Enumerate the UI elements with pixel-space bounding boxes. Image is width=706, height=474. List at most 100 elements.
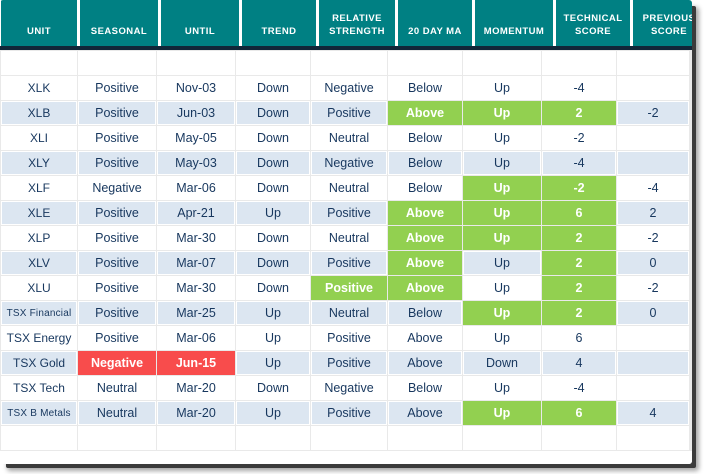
cell-tsx-financial-momentum[interactable]: Up <box>463 301 541 325</box>
cell-tsx-financial-ma20[interactable]: Below <box>388 301 462 325</box>
cell-xle-ma20[interactable]: Above <box>388 201 462 225</box>
cell-xly-seasonal[interactable]: Positive <box>78 151 156 175</box>
cell-tsx-tech-technical_score[interactable]: -4 <box>542 376 616 400</box>
cell-tsx-b-metals-technical_score[interactable]: 6 <box>542 401 616 425</box>
unit-cell-xle[interactable]: XLE <box>1 201 77 225</box>
cell-tsx-gold-trend[interactable]: Up <box>236 351 310 375</box>
cell-xlu-until[interactable]: Mar-30 <box>157 276 235 300</box>
cell-tsx-tech-trend[interactable]: Down <box>236 376 310 400</box>
cell-xlf-previous_score[interactable]: -4 <box>617 176 689 200</box>
unit-cell-xly[interactable]: XLY <box>1 151 77 175</box>
unit-cell-tsx-b-metals[interactable]: TSX B Metals <box>1 401 77 425</box>
cell-tsx-b-metals-ma20[interactable]: Above <box>388 401 462 425</box>
cell-xlk-seasonal[interactable]: Positive <box>78 76 156 100</box>
cell-xlu-momentum[interactable]: Up <box>463 276 541 300</box>
cell-xli-momentum[interactable]: Up <box>463 126 541 150</box>
cell-row15-momentum[interactable] <box>463 426 541 450</box>
cell-xly-trend[interactable]: Down <box>236 151 310 175</box>
cell-xle-relative_strength[interactable]: Positive <box>311 201 387 225</box>
cell-tsx-gold-momentum[interactable]: Down <box>463 351 541 375</box>
cell-xlb-relative_strength[interactable]: Positive <box>311 101 387 125</box>
unit-cell-xlk[interactable]: XLK <box>1 76 77 100</box>
cell-xly-relative_strength[interactable]: Negative <box>311 151 387 175</box>
cell-tsx-tech-seasonal[interactable]: Neutral <box>78 376 156 400</box>
cell-xle-seasonal[interactable]: Positive <box>78 201 156 225</box>
cell-xlb-until[interactable]: Jun-03 <box>157 101 235 125</box>
cell-xlk-ma20[interactable]: Below <box>388 76 462 100</box>
cell-tsx-financial-previous_score[interactable]: 0 <box>617 301 689 325</box>
cell-tsx-energy-technical_score[interactable]: 6 <box>542 326 616 350</box>
cell-tsx-tech-ma20[interactable]: Below <box>388 376 462 400</box>
cell-row15-ma20[interactable] <box>388 426 462 450</box>
cell-xlv-seasonal[interactable]: Positive <box>78 251 156 275</box>
cell-xly-until[interactable]: May-03 <box>157 151 235 175</box>
cell-xlu-relative_strength[interactable]: Positive <box>311 276 387 300</box>
cell-xlv-previous_score[interactable]: 0 <box>617 251 689 275</box>
cell-tsx-tech-momentum[interactable]: Up <box>463 376 541 400</box>
cell-tsx-financial-technical_score[interactable]: 2 <box>542 301 616 325</box>
cell-xlp-ma20[interactable]: Above <box>388 226 462 250</box>
cell-row15-trend[interactable] <box>236 426 310 450</box>
cell-xle-trend[interactable]: Up <box>236 201 310 225</box>
unit-cell-tsx-gold[interactable]: TSX Gold <box>1 351 77 375</box>
cell-tsx-tech-previous_score[interactable] <box>617 376 689 400</box>
cell-xlk-trend[interactable]: Down <box>236 76 310 100</box>
cell-row0-technical_score[interactable] <box>542 51 616 75</box>
cell-tsx-energy-momentum[interactable]: Up <box>463 326 541 350</box>
cell-tsx-gold-until[interactable]: Jun-15 <box>157 351 235 375</box>
cell-tsx-tech-relative_strength[interactable]: Negative <box>311 376 387 400</box>
cell-xlp-trend[interactable]: Down <box>236 226 310 250</box>
cell-xlv-technical_score[interactable]: 2 <box>542 251 616 275</box>
unit-cell-tsx-tech[interactable]: TSX Tech <box>1 376 77 400</box>
cell-xlu-seasonal[interactable]: Positive <box>78 276 156 300</box>
cell-xlu-ma20[interactable]: Above <box>388 276 462 300</box>
cell-xlp-technical_score[interactable]: 2 <box>542 226 616 250</box>
cell-xlu-previous_score[interactable]: -2 <box>617 276 689 300</box>
cell-xlp-relative_strength[interactable]: Neutral <box>311 226 387 250</box>
cell-row0-momentum[interactable] <box>463 51 541 75</box>
cell-xlu-trend[interactable]: Down <box>236 276 310 300</box>
cell-xlp-until[interactable]: Mar-30 <box>157 226 235 250</box>
cell-tsx-b-metals-trend[interactable]: Up <box>236 401 310 425</box>
cell-xly-ma20[interactable]: Below <box>388 151 462 175</box>
cell-xlb-technical_score[interactable]: 2 <box>542 101 616 125</box>
unit-cell-xlv[interactable]: XLV <box>1 251 77 275</box>
cell-tsx-financial-seasonal[interactable]: Positive <box>78 301 156 325</box>
column-header-relative_strength[interactable]: RELATIVE STRENGTH <box>319 0 395 46</box>
column-header-unit[interactable]: UNIT <box>1 0 77 46</box>
column-header-until[interactable]: UNTIL <box>161 0 239 46</box>
column-header-trend[interactable]: TREND <box>242 0 316 46</box>
cell-xlk-momentum[interactable]: Up <box>463 76 541 100</box>
cell-xly-technical_score[interactable]: -4 <box>542 151 616 175</box>
column-header-seasonal[interactable]: SEASONAL <box>80 0 158 46</box>
cell-tsx-financial-trend[interactable]: Up <box>236 301 310 325</box>
unit-cell-xlf[interactable]: XLF <box>1 176 77 200</box>
unit-cell-tsx-financial[interactable]: TSX Financial <box>1 301 77 325</box>
cell-tsx-gold-technical_score[interactable]: 4 <box>542 351 616 375</box>
cell-tsx-energy-seasonal[interactable]: Positive <box>78 326 156 350</box>
cell-row0-seasonal[interactable] <box>78 51 156 75</box>
column-header-momentum[interactable]: MOMENTUM <box>475 0 553 46</box>
unit-cell-tsx-energy[interactable]: TSX Energy <box>1 326 77 350</box>
cell-xlu-technical_score[interactable]: 2 <box>542 276 616 300</box>
cell-xlb-ma20[interactable]: Above <box>388 101 462 125</box>
cell-xlf-technical_score[interactable]: -2 <box>542 176 616 200</box>
cell-xlv-relative_strength[interactable]: Positive <box>311 251 387 275</box>
cell-tsx-energy-previous_score[interactable] <box>617 326 689 350</box>
cell-tsx-financial-relative_strength[interactable]: Neutral <box>311 301 387 325</box>
unit-cell-xlb[interactable]: XLB <box>1 101 77 125</box>
cell-xlk-until[interactable]: Nov-03 <box>157 76 235 100</box>
unit-cell-xlu[interactable]: XLU <box>1 276 77 300</box>
cell-xly-previous_score[interactable] <box>617 151 689 175</box>
cell-row0-relative_strength[interactable] <box>311 51 387 75</box>
cell-xle-until[interactable]: Apr-21 <box>157 201 235 225</box>
cell-xli-ma20[interactable]: Below <box>388 126 462 150</box>
column-header-ma20[interactable]: 20 DAY MA <box>398 0 472 46</box>
cell-tsx-gold-previous_score[interactable] <box>617 351 689 375</box>
cell-tsx-gold-seasonal[interactable]: Negative <box>78 351 156 375</box>
cell-row0-trend[interactable] <box>236 51 310 75</box>
cell-xlv-ma20[interactable]: Above <box>388 251 462 275</box>
cell-xlp-previous_score[interactable]: -2 <box>617 226 689 250</box>
cell-xlf-trend[interactable]: Down <box>236 176 310 200</box>
cell-xlf-relative_strength[interactable]: Neutral <box>311 176 387 200</box>
